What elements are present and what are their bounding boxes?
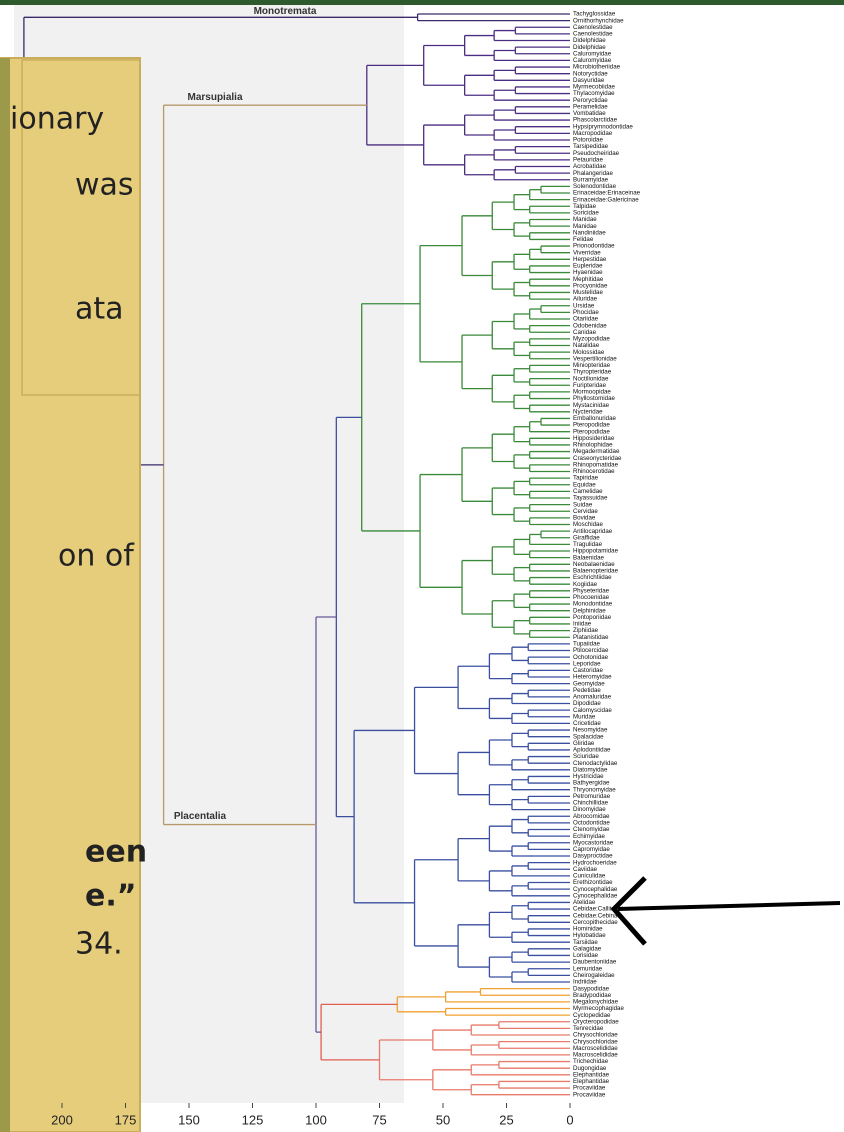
axis-tick-label: 100 (305, 1112, 327, 1127)
overlay-text: ionary (10, 102, 104, 137)
overlay-text: on of (58, 539, 135, 574)
overlay-text: was (75, 168, 134, 203)
overlay-text: e.” (85, 879, 136, 914)
axis-tick-label: 50 (436, 1112, 450, 1127)
axis-tick-label: 0 (566, 1112, 573, 1127)
overlay-edge (0, 58, 10, 1132)
taxon-label: Procaviidae (573, 1091, 606, 1098)
axis-tick-label: 125 (242, 1112, 264, 1127)
axis-tick-label: 200 (51, 1112, 73, 1127)
axis-tick-label: 25 (499, 1112, 513, 1127)
slide: TachyglossidaeOrnithorhynchidaeCaenolest… (0, 0, 844, 1132)
overlay-text: 34. (75, 927, 123, 962)
page: {"clade_labels": {"monotremata": "Monotr… (0, 0, 844, 1132)
clade-label: Marsupialia (187, 92, 242, 103)
axis-tick-label: 175 (115, 1112, 137, 1127)
overlay-box (0, 58, 140, 1132)
clade-label: Monotremata (254, 6, 317, 17)
top-border (0, 0, 844, 5)
overlay-panel (0, 58, 140, 1132)
axis-tick-label: 75 (372, 1112, 386, 1127)
overlay-text: ata (75, 292, 124, 327)
clade-label: Placentalia (174, 811, 227, 822)
axis-tick-label: 150 (178, 1112, 200, 1127)
overlay-text: een (85, 835, 147, 870)
